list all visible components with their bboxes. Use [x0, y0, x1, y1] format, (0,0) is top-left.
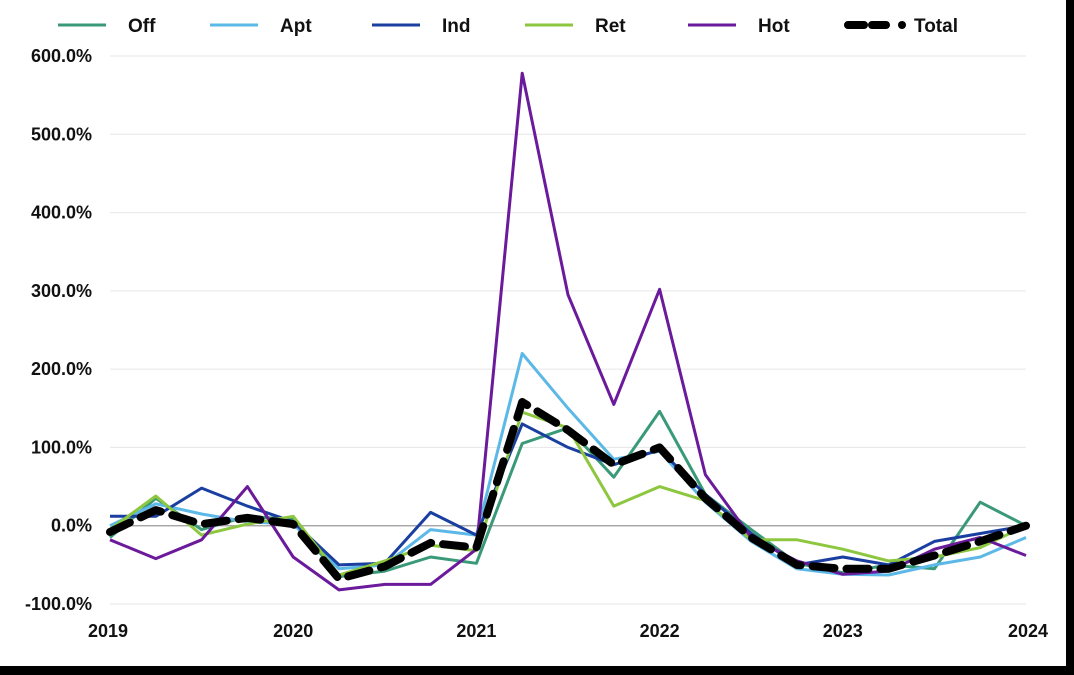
gridlines	[110, 55, 1026, 605]
y-tick-label: -100.0%	[25, 594, 92, 614]
series-line-total	[106, 398, 1030, 583]
chart-frame: Off Apt Ind Ret Hot Total 600.0% 500.0% 400.0% 3…	[0, 0, 1066, 666]
x-tick-label: 2024	[1008, 621, 1048, 641]
legend: Off Apt Ind Ret Hot Total	[58, 16, 958, 37]
legend-label-off: Off	[128, 16, 156, 37]
x-tick-label: 2023	[823, 621, 863, 641]
legend-label-apt: Apt	[280, 16, 312, 37]
legend-label-hot: Hot	[758, 16, 790, 37]
y-tick-label: 400.0%	[31, 203, 92, 223]
series-line-off	[109, 409, 1027, 579]
y-tick-label: 200.0%	[31, 359, 92, 379]
y-tick-label: 300.0%	[31, 281, 92, 301]
y-tick-label: 600.0%	[31, 46, 92, 66]
y-tick-label: 500.0%	[31, 124, 92, 144]
series-line-hot	[109, 71, 1027, 592]
legend-dot	[898, 21, 906, 29]
line-chart: Off Apt Ind Ret Hot Total 600.0% 500.0% 400.0% 3…	[25, 16, 1048, 641]
x-tick-label: 2020	[273, 621, 313, 641]
series-line-ret	[109, 410, 1027, 577]
y-tick-label: 0.0%	[51, 516, 92, 536]
y-axis-ticks: 600.0% 500.0% 400.0% 300.0% 200.0% 100.0% 0.0%…	[25, 46, 92, 614]
legend-label-total: Total	[914, 16, 958, 37]
legend-label-ind: Ind	[442, 16, 471, 37]
x-tick-label: 2021	[456, 621, 496, 641]
series-line-ind	[110, 422, 1027, 567]
legend-label-ret: Ret	[595, 16, 626, 37]
series-lines	[106, 71, 1030, 592]
y-tick-label: 100.0%	[31, 437, 92, 457]
x-tick-label: 2022	[640, 621, 680, 641]
series-line-apt	[109, 352, 1027, 577]
x-tick-label: 2019	[88, 621, 128, 641]
x-axis-ticks: 2019 2020 2021 2022 2023 2024	[88, 621, 1048, 641]
